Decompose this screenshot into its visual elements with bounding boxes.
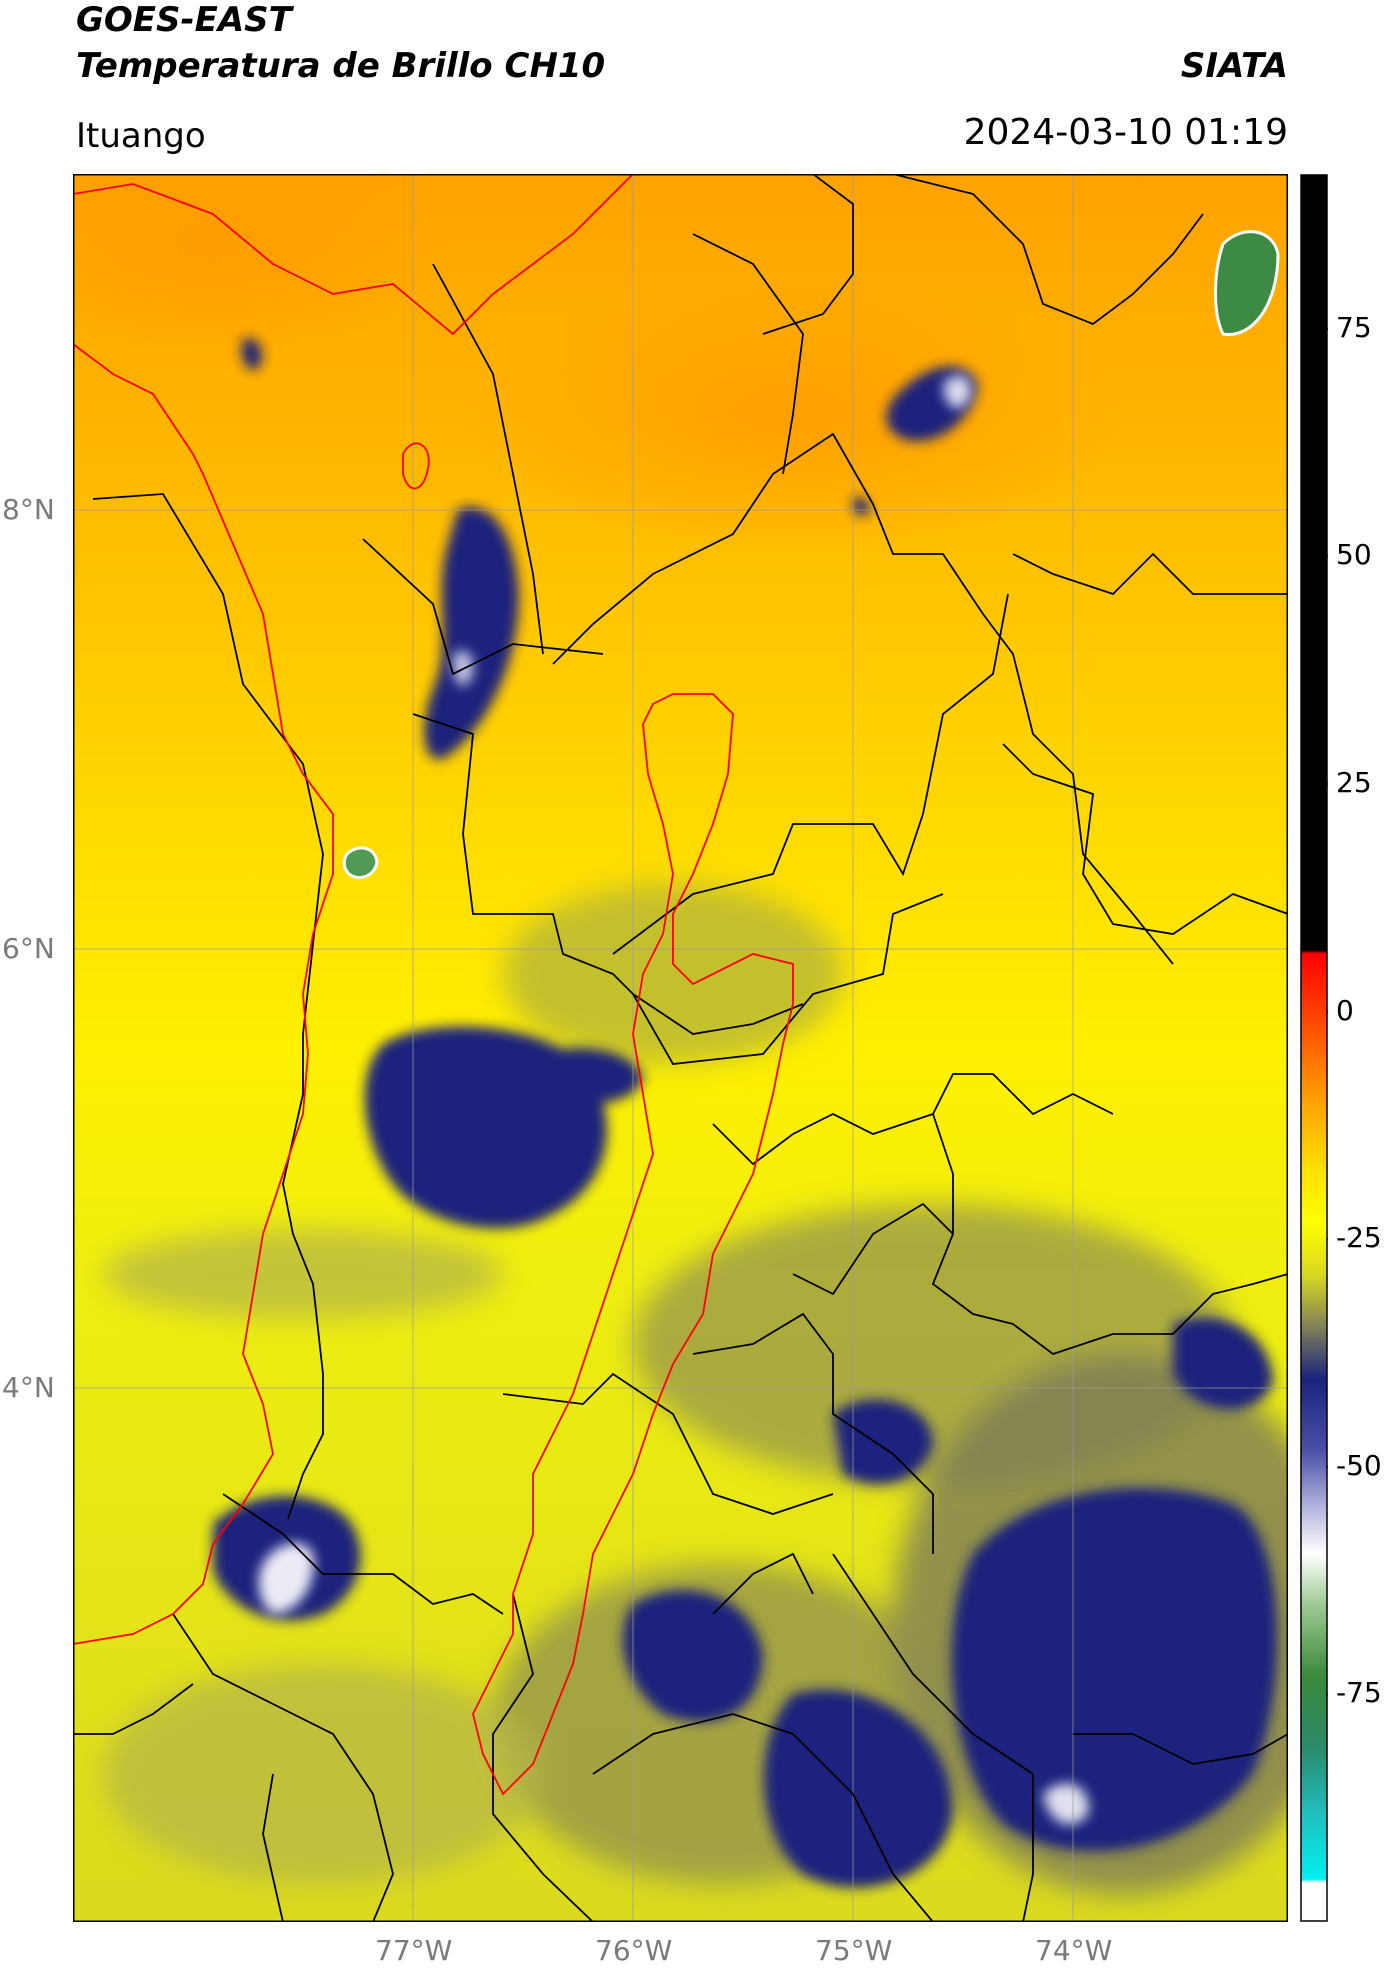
colorbar-tick-label: 75 <box>1336 310 1372 344</box>
warm-region-northwest <box>73 174 443 364</box>
brand-label: SIATA <box>1180 46 1288 86</box>
grid-lines <box>73 174 1288 1922</box>
colorbar-tick-label: 0 <box>1336 993 1354 1027</box>
map-frame <box>73 174 1288 1922</box>
coldest-core-west <box>342 846 379 879</box>
brightness-temperature-map <box>73 174 1288 1922</box>
colorbar-tick-label: 50 <box>1336 538 1372 572</box>
lon-label-77w: 77°W <box>375 1934 453 1967</box>
location-label: Ituango <box>76 116 206 156</box>
temperature-colorbar <box>1300 174 1328 1922</box>
lat-label-8n: 8°N <box>2 493 55 526</box>
cold-cloud-tops <box>213 338 1278 1888</box>
lat-label-4n: 4°N <box>2 1371 55 1404</box>
lon-label-75w: 75°W <box>815 1934 893 1967</box>
colorbar-tick-label: -25 <box>1336 1221 1382 1255</box>
colorbar-tick-label: 25 <box>1336 765 1372 799</box>
lon-label-76w: 76°W <box>595 1934 673 1967</box>
product-title: Temperatura de Brillo CH10 <box>76 46 606 86</box>
colorbar-tick-label: -75 <box>1336 1676 1382 1710</box>
timestamp-label: 2024-03-10 01:19 <box>963 112 1288 153</box>
lon-label-74w: 74°W <box>1035 1934 1113 1967</box>
region-outline <box>73 174 794 1796</box>
lat-label-6n: 6°N <box>2 932 55 965</box>
coldest-core-northeast <box>1214 230 1280 336</box>
very-cold-cores <box>258 375 1089 1825</box>
admin-borders <box>73 174 1288 1922</box>
colorbar-tick-label: -50 <box>1336 1448 1382 1482</box>
satellite-title: GOES-EAST <box>76 0 292 40</box>
